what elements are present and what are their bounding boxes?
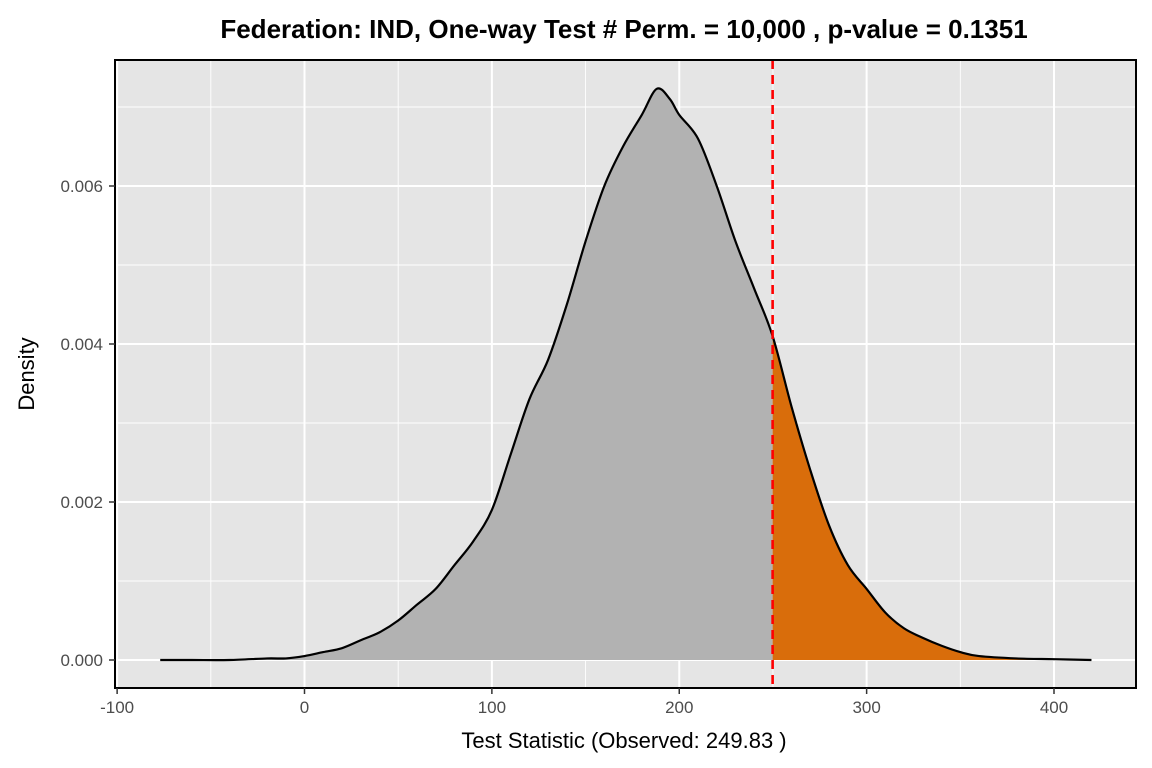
x-tick-label: -100: [100, 698, 134, 717]
y-tick-label: 0.004: [60, 335, 103, 354]
x-tick-label: 0: [300, 698, 309, 717]
x-axis-label: Test Statistic (Observed: 249.83 ): [461, 728, 786, 753]
axis-ticks: -100 0 100 200 300 400 0.000 0.002 0.004 0.006: [60, 177, 1068, 717]
y-axis-label: Density: [14, 337, 39, 410]
x-tick-label: 100: [478, 698, 506, 717]
plot-panel: [114, 59, 1137, 689]
density-line: [160, 87, 1092, 662]
y-tick-label: 0.000: [60, 651, 103, 670]
x-tick-label: 200: [665, 698, 693, 717]
panel-border: [114, 59, 1137, 689]
x-tick-label: 400: [1040, 698, 1068, 717]
x-tick-label: 300: [852, 698, 880, 717]
y-tick-label: 0.002: [60, 493, 103, 512]
density-area: [160, 88, 773, 661]
y-tick-label: 0.006: [60, 177, 103, 196]
tail-area: [772, 336, 1092, 660]
chart-title: Federation: IND, One-way Test # Perm. = …: [220, 14, 1027, 44]
